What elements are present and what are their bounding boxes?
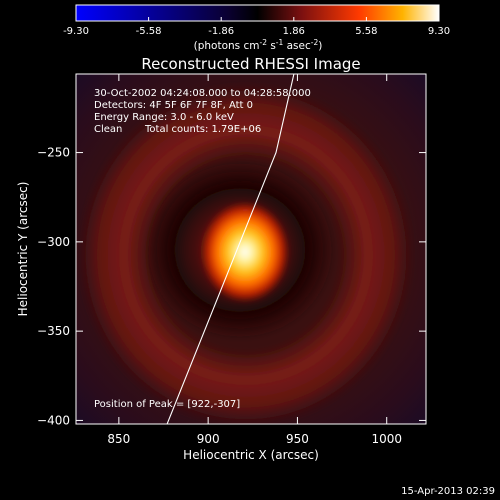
y-tick-label: −250	[37, 146, 70, 160]
x-axis-label: Heliocentric X (arcsec)	[183, 448, 319, 462]
y-tick-label: −350	[37, 324, 70, 338]
colorbar-tick-label: 5.58	[355, 26, 377, 37]
x-axis-ticks: 850 900 950 1000	[107, 74, 402, 446]
x-tick-label: 900	[197, 432, 220, 446]
y-axis-label: Heliocentric Y (arcsec)	[16, 182, 30, 317]
plot-frame	[75, 73, 427, 425]
colorbar-unit-label: (photons cm-2 s-1 asec-2)	[194, 38, 323, 52]
timestamp: 15-Apr-2013 02:39	[401, 486, 495, 497]
x-tick-label: 1000	[371, 432, 402, 446]
colorbar-gradient	[75, 4, 440, 22]
annotation-peak-position: Position of Peak = [922,-307]	[94, 399, 240, 410]
y-tick-label: −400	[37, 413, 70, 427]
annotation-time-range: 30-Oct-2002 04:24:08.000 to 04:28:58.000	[94, 88, 311, 99]
solar-limb-line	[166, 74, 295, 424]
annotations: 30-Oct-2002 04:24:08.000 to 04:28:58.000…	[94, 88, 311, 410]
annotation-total-counts: Total counts: 1.79E+06	[144, 124, 261, 135]
y-tick-label: −300	[37, 235, 70, 249]
colorbar-tick-label: -9.30	[63, 26, 89, 37]
colorbar-tick-label: -1.86	[208, 26, 234, 37]
annotation-energy-range: Energy Range: 3.0 - 6.0 keV	[94, 112, 234, 123]
x-tick-label: 950	[286, 432, 309, 446]
annotation-detectors: Detectors: 4F 5F 6F 7F 8F, Att 0	[94, 100, 253, 111]
plot-area	[76, 74, 426, 424]
peak-source	[201, 202, 289, 302]
annotation-method: Clean	[94, 124, 122, 135]
y-axis-ticks: −250 −300 −350 −400	[37, 146, 426, 427]
colorbar-tick-label: 9.30	[428, 26, 450, 37]
colorbar-tick-label: 1.86	[283, 26, 305, 37]
x-tick-label: 850	[107, 432, 130, 446]
colorbar-tick-label: -5.58	[136, 26, 162, 37]
chart-title: Reconstructed RHESSI Image	[141, 55, 360, 73]
colorbar-ticks: -9.30 -5.58 -1.86 1.86 5.58 9.30	[63, 17, 450, 37]
colorbar: -9.30 -5.58 -1.86 1.86 5.58 9.30 (photons cm-…	[63, 4, 450, 52]
